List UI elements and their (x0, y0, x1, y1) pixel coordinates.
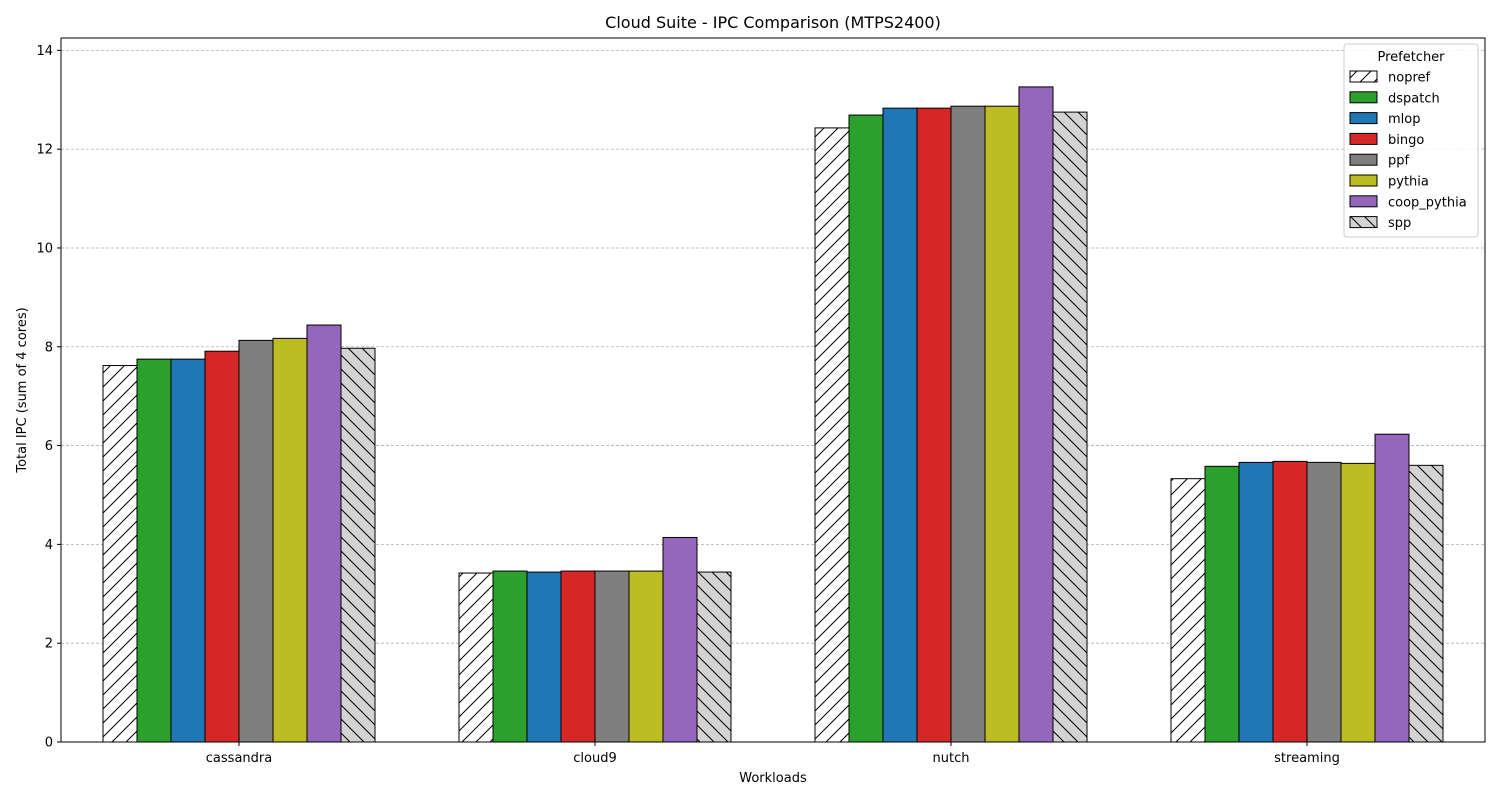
bar-cloud9-ppf (594, 570, 630, 743)
bar-cloud9-dspatch (492, 570, 528, 743)
legend-swatch-coop-pythia (1349, 195, 1378, 208)
bar-cassandra-coop-pythia (306, 324, 342, 743)
bar-streaming-ppf (1306, 461, 1342, 743)
bar-nutch-pythia (984, 105, 1020, 743)
legend-swatch-dspatch (1349, 91, 1378, 104)
bar-streaming-coop-pythia (1374, 433, 1410, 743)
bars (102, 86, 1444, 743)
bar-streaming-nopref (1170, 478, 1206, 743)
bar-cassandra-spp (340, 347, 376, 743)
bar-nutch-coop-pythia (1018, 86, 1054, 743)
bar-streaming-bingo (1272, 460, 1308, 743)
plot-area-frame (60, 37, 1486, 743)
legend-swatch-spp (1349, 216, 1378, 229)
bar-cassandra-bingo (204, 350, 240, 743)
bar-streaming-pythia (1340, 462, 1376, 743)
bar-nutch-spp (1052, 111, 1088, 743)
legend: Prefetcher nopref dspatch mlop bingo ppf pyth… (1343, 43, 1479, 238)
bar-nutch-dspatch (848, 114, 884, 743)
bar-cloud9-spp (696, 571, 732, 743)
y-tick-label: 8 (45, 340, 53, 355)
legend-label-nopref: nopref (1388, 71, 1431, 86)
bar-nutch-nopref (814, 127, 850, 743)
bar-cloud9-mlop (526, 571, 562, 743)
x-axis: cassandra cloud9 nutch streaming (206, 742, 1340, 766)
y-tick-label: 14 (36, 44, 53, 59)
x-tick-label-nutch: nutch (933, 751, 970, 766)
x-tick-label-cassandra: cassandra (206, 751, 272, 766)
bar-cassandra-pythia (272, 337, 308, 743)
bar-nutch-bingo (916, 107, 952, 743)
legend-label-dspatch: dspatch (1388, 91, 1440, 106)
legend-swatch-ppf (1349, 153, 1378, 166)
legend-swatch-pythia (1349, 174, 1378, 187)
y-tick-label: 6 (45, 439, 53, 454)
y-tick-label: 12 (36, 143, 53, 158)
bar-cassandra-nopref (102, 365, 138, 743)
y-tick-label: 4 (45, 538, 53, 553)
legend-label-mlop: mlop (1388, 112, 1420, 127)
legend-label-pythia: pythia (1388, 175, 1429, 190)
legend-swatch-mlop (1349, 112, 1378, 125)
legend-swatch-bingo (1349, 132, 1378, 145)
y-tick-label: 0 (45, 736, 53, 751)
bar-streaming-dspatch (1204, 465, 1240, 743)
bar-cloud9-coop-pythia (662, 536, 698, 743)
bar-cassandra-dspatch (136, 358, 172, 743)
y-tick-label: 10 (36, 241, 53, 256)
bar-cloud9-nopref (458, 572, 494, 743)
legend-label-bingo: bingo (1388, 133, 1424, 148)
x-axis-label: Workloads (739, 771, 807, 786)
y-axis: 0 2 4 6 8 10 12 14 (36, 44, 61, 751)
bar-cassandra-mlop (170, 358, 206, 743)
bar-streaming-spp (1408, 464, 1444, 743)
bar-cassandra-ppf (238, 339, 274, 743)
x-tick-label-streaming: streaming (1274, 751, 1340, 766)
bar-cloud9-pythia (628, 570, 664, 743)
bar-nutch-ppf (950, 105, 986, 743)
bar-cloud9-bingo (560, 570, 596, 743)
x-tick-label-cloud9: cloud9 (573, 751, 616, 766)
legend-label-ppf: ppf (1388, 154, 1410, 169)
bar-streaming-mlop (1238, 461, 1274, 743)
legend-label-spp: spp (1388, 216, 1411, 231)
legend-label-coop-pythia: coop_pythia (1388, 195, 1467, 210)
bar-nutch-mlop (882, 107, 918, 743)
y-axis-label: Total IPC (sum of 4 cores) (15, 307, 30, 473)
y-tick-label: 2 (45, 637, 53, 652)
legend-swatch-nopref (1349, 70, 1378, 83)
legend-title: Prefetcher (1377, 50, 1445, 65)
chart-title: Cloud Suite - IPC Comparison (MTPS2400) (605, 13, 941, 32)
